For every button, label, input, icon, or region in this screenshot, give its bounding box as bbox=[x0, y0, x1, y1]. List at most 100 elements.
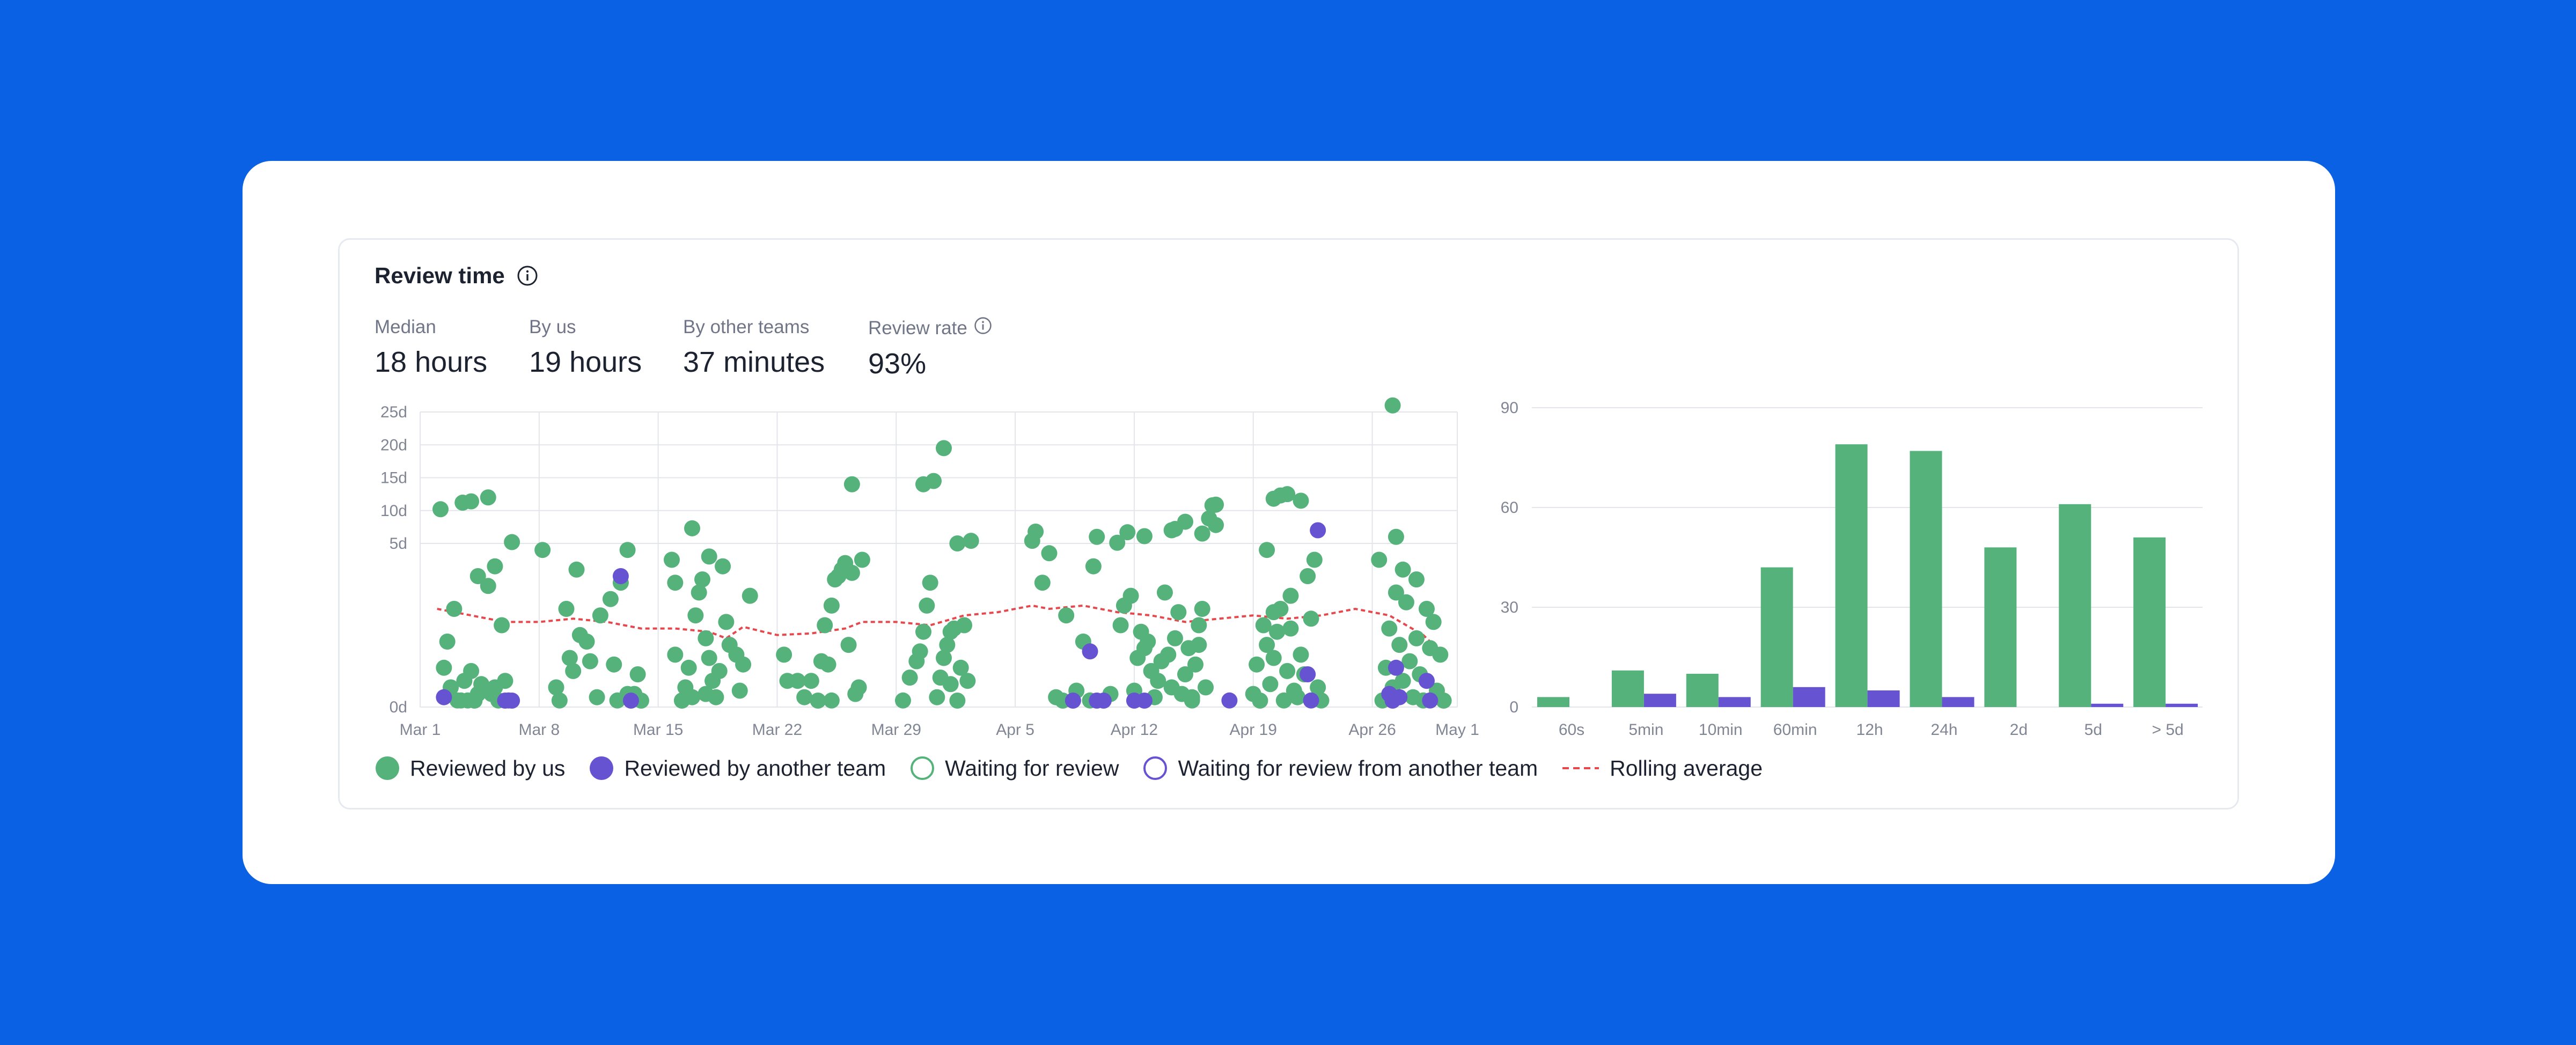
reviewed-by-us-point bbox=[1156, 584, 1173, 601]
bar-reviewed-by-us bbox=[2059, 504, 2091, 707]
reviewed-by-us-point bbox=[1293, 492, 1309, 509]
reviewed-by-us-point bbox=[1058, 607, 1075, 624]
reviewed-by-us-point bbox=[1160, 646, 1177, 663]
reviewed-by-us-point bbox=[1194, 525, 1210, 542]
reviewed-by-us-point bbox=[1184, 689, 1200, 705]
legend-item-reviewed-by-another-team[interactable]: Reviewed by another team bbox=[589, 755, 886, 781]
reviewed-by-us-point bbox=[1310, 679, 1326, 696]
reviewed-by-another-team-point bbox=[1136, 693, 1153, 709]
reviewed-by-us-point bbox=[1391, 637, 1408, 653]
reviewed-by-us-point bbox=[735, 656, 752, 673]
reviewed-by-us-point bbox=[494, 617, 510, 634]
reviewed-by-us-point bbox=[776, 646, 792, 663]
x-tick-label: Mar 15 bbox=[633, 721, 683, 739]
reviewed-by-us-point bbox=[1122, 587, 1139, 604]
stat-review-rate: Review rate 93% bbox=[868, 317, 992, 380]
x-tick-label: Apr 26 bbox=[1348, 721, 1396, 739]
reviewed-by-us-point bbox=[1303, 610, 1319, 627]
reviewed-by-us-point bbox=[1259, 542, 1275, 558]
reviewed-by-another-team-point bbox=[1095, 693, 1112, 709]
reviewed-by-us-point bbox=[936, 440, 952, 457]
reviewed-by-us-point bbox=[718, 614, 735, 630]
reviewed-by-us-point bbox=[701, 548, 717, 565]
reviewed-by-us-point bbox=[1119, 524, 1136, 541]
y-tick-label: 60 bbox=[1501, 499, 1518, 517]
legend-item-reviewed-by-us[interactable]: Reviewed by us bbox=[375, 755, 565, 781]
reviewed-by-us-point bbox=[1259, 637, 1275, 653]
reviewed-by-us-point bbox=[1371, 551, 1388, 568]
reviewed-by-us-point bbox=[1293, 646, 1309, 663]
reviewed-by-us-point bbox=[1249, 656, 1265, 673]
y-tick-label: 15d bbox=[380, 469, 407, 487]
legend-label: Waiting for review from another team bbox=[1178, 755, 1538, 781]
rolling-average-line bbox=[437, 604, 1441, 652]
reviewed-by-us-point bbox=[1395, 561, 1411, 578]
reviewed-by-us-point bbox=[1408, 571, 1425, 588]
stat-label: By other teams bbox=[683, 317, 810, 337]
reviewed-by-us-point bbox=[446, 601, 463, 617]
reviewed-by-us-point bbox=[711, 663, 728, 679]
reviewed-by-us-point bbox=[480, 489, 496, 506]
reviewed-by-us-point bbox=[939, 637, 956, 653]
info-icon[interactable] bbox=[974, 317, 992, 340]
x-tick-label: May 1 bbox=[1435, 721, 1479, 739]
reviewed-by-us-point bbox=[1136, 528, 1153, 544]
stat-value: 93% bbox=[868, 348, 927, 380]
reviewed-by-us-point bbox=[504, 534, 520, 550]
info-icon[interactable] bbox=[517, 265, 538, 286]
reviewed-by-us-point bbox=[565, 663, 582, 679]
reviewed-by-us-point bbox=[963, 533, 979, 549]
reviewed-by-us-point bbox=[810, 693, 826, 709]
legend-item-waiting-for-review[interactable]: Waiting for review bbox=[909, 755, 1119, 781]
reviewed-by-us-point bbox=[463, 493, 480, 510]
reviewed-by-us-point bbox=[823, 597, 840, 614]
x-tick-label: 10min bbox=[1699, 721, 1743, 739]
bar-reviewed-by-us bbox=[2133, 537, 2166, 707]
reviewed-by-us-point bbox=[1262, 676, 1279, 693]
reviewed-by-us-point bbox=[942, 676, 959, 693]
legend-item-waiting-for-review-other-team[interactable]: Waiting for review from another team bbox=[1142, 755, 1538, 781]
reviewed-by-us-point bbox=[1166, 630, 1183, 646]
reviewed-by-us-point bbox=[602, 591, 619, 607]
reviewed-by-us-point bbox=[949, 535, 966, 551]
reviewed-by-another-team-point bbox=[622, 693, 639, 709]
reviewed-by-us-point bbox=[629, 666, 646, 682]
reviewed-by-us-point bbox=[1425, 614, 1442, 630]
reviewed-by-us-point bbox=[936, 650, 952, 666]
reviewed-by-us-point bbox=[820, 656, 836, 673]
reviewed-by-us-point bbox=[1418, 601, 1435, 617]
reviewed-by-us-point bbox=[561, 650, 578, 666]
reviewed-by-another-team-point bbox=[1388, 659, 1404, 676]
reviewed-by-us-point bbox=[817, 617, 833, 634]
y-tick-label: 10d bbox=[380, 502, 407, 520]
reviewed-by-us-point bbox=[687, 607, 704, 624]
reviewed-by-us-point bbox=[843, 564, 860, 581]
reviewed-by-us-point bbox=[840, 637, 857, 653]
legend-item-rolling-average[interactable]: Rolling average bbox=[1561, 755, 1763, 781]
stat-median: Median 18 hours bbox=[375, 317, 487, 379]
reviewed-by-us-point bbox=[922, 575, 938, 591]
reviewed-by-us-point bbox=[439, 634, 456, 650]
reviewed-by-us-point bbox=[1109, 534, 1126, 551]
reviewed-by-us-point bbox=[551, 692, 568, 709]
reviewed-by-us-point bbox=[1112, 617, 1129, 634]
y-tick-label: 0 bbox=[1509, 698, 1518, 716]
reviewed-by-us-point bbox=[1177, 666, 1193, 682]
reviewed-by-us-point bbox=[1194, 601, 1210, 617]
reviewed-by-us-point bbox=[1408, 630, 1425, 646]
reviewed-by-us-point bbox=[929, 689, 945, 705]
x-tick-label: 60min bbox=[1773, 721, 1817, 739]
y-tick-label: 0d bbox=[390, 698, 407, 716]
reviewed-by-us-point bbox=[742, 587, 758, 604]
y-tick-label: 20d bbox=[380, 436, 407, 454]
reviewed-by-us-point bbox=[667, 646, 684, 663]
reviewed-by-us-point bbox=[663, 551, 680, 568]
reviewed-by-us-point bbox=[1401, 653, 1418, 669]
reviewed-by-us-point bbox=[568, 561, 585, 578]
x-tick-label: Apr 19 bbox=[1230, 721, 1277, 739]
reviewed-by-another-team-point bbox=[1391, 689, 1408, 705]
reviewed-by-us-point bbox=[592, 607, 608, 624]
reviewed-by-us-point bbox=[1208, 517, 1224, 533]
reviewed-by-us-point bbox=[843, 476, 860, 492]
